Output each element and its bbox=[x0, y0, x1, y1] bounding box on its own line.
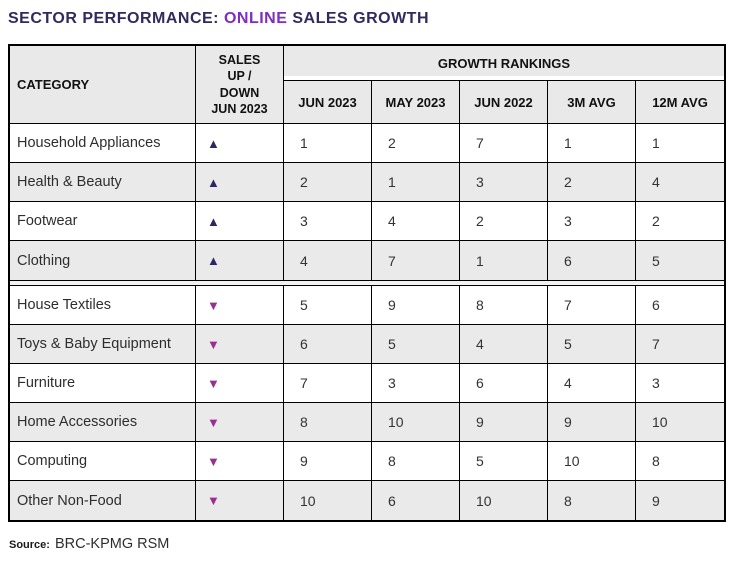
up-triangle-icon: ▲ bbox=[207, 213, 220, 229]
ranking-cell: 7 bbox=[284, 364, 372, 403]
ranking-cell: 5 bbox=[372, 325, 460, 364]
ranking-cell: 1 bbox=[460, 241, 548, 280]
source-value: BRC-KPMG RSM bbox=[54, 536, 170, 552]
ranking-cell: 5 bbox=[548, 325, 636, 364]
category-cell: House Textiles bbox=[10, 286, 196, 325]
category-cell: Toys & Baby Equipment bbox=[10, 325, 196, 364]
ranking-cell: 10 bbox=[284, 481, 372, 520]
ranking-cell: 4 bbox=[636, 163, 724, 202]
ranking-cell: 6 bbox=[548, 241, 636, 280]
category-cell: Computing bbox=[10, 442, 196, 481]
ranking-cell: 1 bbox=[636, 124, 724, 163]
ranking-cell: 4 bbox=[548, 364, 636, 403]
column-group-header-growth-rankings: GROWTH RANKINGS bbox=[284, 46, 724, 81]
ranking-cell: 3 bbox=[548, 202, 636, 241]
ranking-cell: 2 bbox=[636, 202, 724, 241]
column-header-jun-2022: JUN 2022 bbox=[460, 81, 548, 124]
down-triangle-icon: ▼ bbox=[207, 297, 220, 313]
ranking-cell: 1 bbox=[548, 124, 636, 163]
ranking-cell: 7 bbox=[460, 124, 548, 163]
ranking-cell: 9 bbox=[372, 286, 460, 325]
up-triangle-icon: ▲ bbox=[207, 135, 220, 151]
sales-direction-cell: ▲ bbox=[196, 124, 284, 163]
column-header-may-2023: MAY 2023 bbox=[372, 81, 460, 124]
category-cell: Furniture bbox=[10, 364, 196, 403]
column-header-sales-up-down: SALES UP / DOWN JUN 2023 bbox=[196, 46, 284, 124]
table-seam-divider bbox=[10, 280, 724, 286]
sales-direction-cell: ▼ bbox=[196, 442, 284, 481]
ranking-cell: 3 bbox=[460, 163, 548, 202]
ranking-cell: 8 bbox=[636, 442, 724, 481]
sales-direction-cell: ▼ bbox=[196, 325, 284, 364]
down-triangle-icon: ▼ bbox=[207, 414, 220, 430]
ranking-cell: 6 bbox=[372, 481, 460, 520]
ranking-cell: 2 bbox=[372, 124, 460, 163]
ranking-cell: 10 bbox=[636, 403, 724, 442]
category-cell: Other Non-Food bbox=[10, 481, 196, 520]
title-highlight: ONLINE bbox=[223, 10, 288, 27]
ranking-cell: 5 bbox=[460, 442, 548, 481]
ranking-cell: 4 bbox=[372, 202, 460, 241]
ranking-cell: 7 bbox=[548, 286, 636, 325]
sales-direction-cell: ▲ bbox=[196, 241, 284, 280]
ranking-cell: 3 bbox=[284, 202, 372, 241]
category-cell: Footwear bbox=[10, 202, 196, 241]
ranking-cell: 2 bbox=[460, 202, 548, 241]
sales-direction-cell: ▼ bbox=[196, 364, 284, 403]
column-header-category: CATEGORY bbox=[10, 46, 196, 124]
ranking-cell: 3 bbox=[636, 364, 724, 403]
ranking-cell: 6 bbox=[636, 286, 724, 325]
column-header-jun-2023: JUN 2023 bbox=[284, 81, 372, 124]
ranking-cell: 5 bbox=[284, 286, 372, 325]
source-line: Source: BRC-KPMG RSM bbox=[8, 536, 735, 552]
ranking-cell: 9 bbox=[548, 403, 636, 442]
title-suffix: SALES GROWTH bbox=[287, 10, 429, 27]
sales-direction-cell: ▲ bbox=[196, 202, 284, 241]
category-cell: Home Accessories bbox=[10, 403, 196, 442]
sector-performance-table: CATEGORY SALES UP / DOWN JUN 2023 GROWTH… bbox=[8, 44, 726, 522]
column-header-12m-avg: 12M AVG bbox=[636, 81, 724, 124]
ranking-cell: 3 bbox=[372, 364, 460, 403]
sales-direction-cell: ▼ bbox=[196, 481, 284, 520]
source-label: Source: bbox=[9, 539, 50, 551]
ranking-cell: 7 bbox=[636, 325, 724, 364]
ranking-cell: 2 bbox=[548, 163, 636, 202]
sales-direction-cell: ▼ bbox=[196, 286, 284, 325]
ranking-cell: 6 bbox=[284, 325, 372, 364]
ranking-cell: 5 bbox=[636, 241, 724, 280]
up-triangle-icon: ▲ bbox=[207, 174, 220, 190]
ranking-cell: 9 bbox=[460, 403, 548, 442]
ranking-cell: 9 bbox=[284, 442, 372, 481]
ranking-cell: 8 bbox=[284, 403, 372, 442]
category-cell: Clothing bbox=[10, 241, 196, 280]
ranking-cell: 8 bbox=[548, 481, 636, 520]
ranking-cell: 10 bbox=[460, 481, 548, 520]
down-triangle-icon: ▼ bbox=[207, 493, 220, 508]
category-cell: Health & Beauty bbox=[10, 163, 196, 202]
ranking-cell: 1 bbox=[284, 124, 372, 163]
down-triangle-icon: ▼ bbox=[207, 375, 220, 391]
down-triangle-icon: ▼ bbox=[207, 336, 220, 352]
ranking-cell: 7 bbox=[372, 241, 460, 280]
ranking-cell: 8 bbox=[372, 442, 460, 481]
ranking-cell: 1 bbox=[372, 163, 460, 202]
page-title: SECTOR PERFORMANCE: ONLINE SALES GROWTH bbox=[8, 10, 735, 28]
title-prefix: SECTOR PERFORMANCE: bbox=[8, 10, 224, 27]
ranking-cell: 2 bbox=[284, 163, 372, 202]
sales-direction-cell: ▼ bbox=[196, 403, 284, 442]
ranking-cell: 9 bbox=[636, 481, 724, 520]
ranking-cell: 4 bbox=[460, 325, 548, 364]
column-header-3m-avg: 3M AVG bbox=[548, 81, 636, 124]
sales-direction-cell: ▲ bbox=[196, 163, 284, 202]
ranking-cell: 10 bbox=[548, 442, 636, 481]
category-cell: Household Appliances bbox=[10, 124, 196, 163]
ranking-cell: 10 bbox=[372, 403, 460, 442]
up-triangle-icon: ▲ bbox=[207, 253, 220, 268]
ranking-cell: 6 bbox=[460, 364, 548, 403]
ranking-cell: 8 bbox=[460, 286, 548, 325]
ranking-cell: 4 bbox=[284, 241, 372, 280]
down-triangle-icon: ▼ bbox=[207, 453, 220, 469]
